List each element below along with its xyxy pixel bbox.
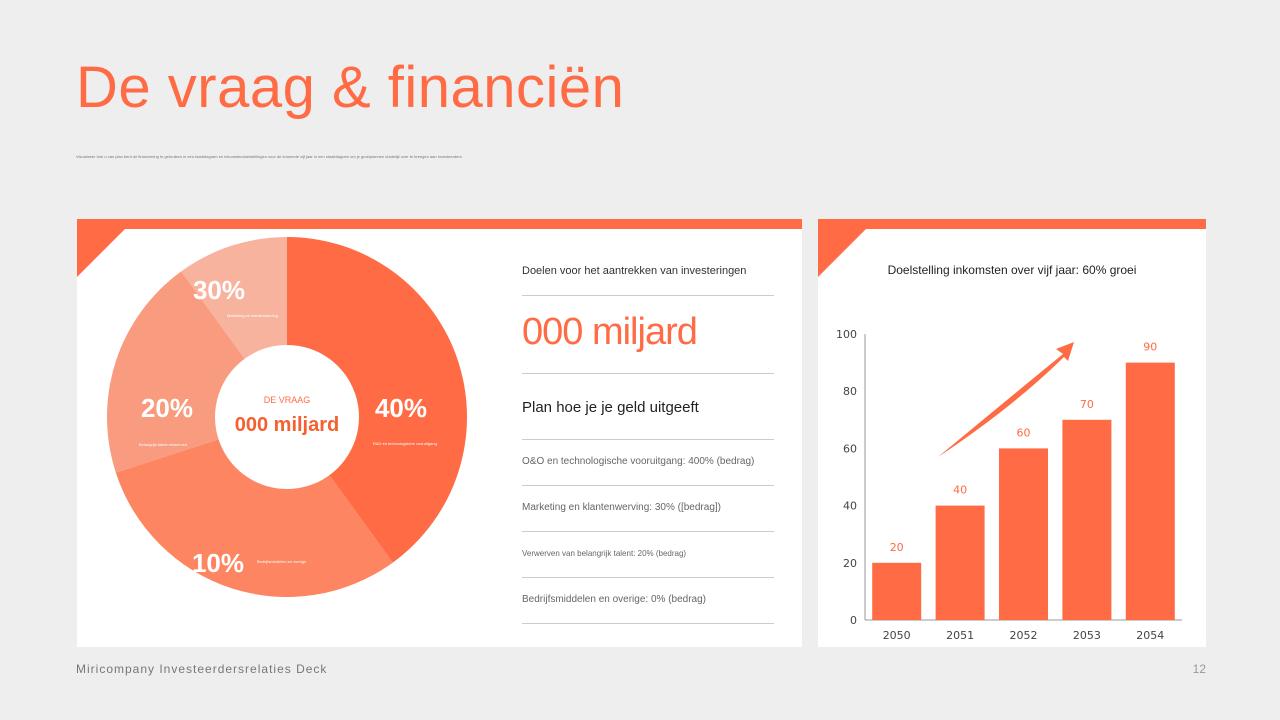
slice-percent: 30% [193,275,245,305]
x-tick-label: 2052 [1010,629,1038,642]
donut-center-label: DE VRAAG [264,395,311,405]
plan-item: Marketing en klantenwerving: 30% ([bedra… [522,502,721,513]
slice-label: Marketing en klantenwerving [227,313,278,318]
bar-value-label: 20 [890,541,904,554]
growth-arrow-icon [938,342,1074,457]
slice-label: Bedrijfsmiddelen en overige [257,559,307,564]
slice-percent: 20% [141,393,193,423]
divider [522,485,774,486]
funding-card: 40% R&D en technologische vooruitgang 30% M… [77,219,802,647]
donut-slice [287,237,467,563]
page-number: 12 [1192,662,1206,676]
y-tick-label: 60 [843,442,857,455]
divider [522,295,774,296]
divider [522,623,774,624]
slice-percent: 40% [375,393,427,423]
x-tick-label: 2050 [883,629,911,642]
y-tick-label: 20 [843,557,857,570]
bar-value-label: 60 [1017,426,1031,439]
bar [935,505,985,620]
donut-slice [115,439,393,597]
goal-amount: 000 miljard [522,311,698,353]
plan-item: Bedrijfsmiddelen en overige: 0% (bedrag) [522,594,706,605]
donut-chart: 40% R&D en technologische vooruitgang 30% M… [107,237,467,597]
slice-percent: 10% [192,548,244,578]
chart-title: Doelstelling inkomsten over vijf jaar: 6… [887,263,1137,277]
divider [522,577,774,578]
revenue-card: Doelstelling inkomsten over vijf jaar: 6… [818,219,1206,647]
bar-value-label: 90 [1143,341,1157,354]
divider [522,531,774,532]
bar [1062,419,1112,620]
bar-chart: 0 20 40 60 80 100 20 2050 40 2051 60 2052 70 2053 90 20… [836,328,1182,642]
plan-item: O&O en technologische vooruitgang: 400% … [522,456,755,467]
corner-accent [818,229,866,277]
bar [999,448,1048,620]
plan-item: Verwerven van belangrijk talent: 20% (be… [522,549,687,558]
x-tick-label: 2051 [946,629,974,642]
divider [522,439,774,440]
plan-heading: Plan hoe je je geld uitgeeft [522,399,699,416]
goals-heading: Doelen voor het aantrekken van investeri… [522,265,747,277]
bar-value-label: 70 [1080,398,1094,411]
page-subtitle: Visualiseer hoe u van plan bent de finan… [76,154,462,159]
y-tick-label: 100 [836,328,857,341]
donut-slice [181,237,287,359]
y-tick-label: 80 [843,385,857,398]
bar [872,562,922,620]
x-tick-label: 2054 [1136,629,1164,642]
donut-center-value: 000 miljard [235,414,340,436]
y-tick-label: 40 [843,500,857,513]
y-tick-label: 0 [850,614,857,627]
corner-accent [77,229,125,277]
donut-slice [107,271,245,473]
bar-value-label: 40 [953,484,967,497]
divider [522,373,774,374]
page-title: De vraag & financiën [76,55,625,120]
slice-label: R&D en technologische vooruitgang [373,441,437,446]
footer-text: Miricompany Investeerdersrelaties Deck [76,662,328,676]
slice-label: Belangrijk talent verwerven [139,442,187,447]
x-tick-label: 2053 [1073,629,1101,642]
bar [1125,362,1175,620]
